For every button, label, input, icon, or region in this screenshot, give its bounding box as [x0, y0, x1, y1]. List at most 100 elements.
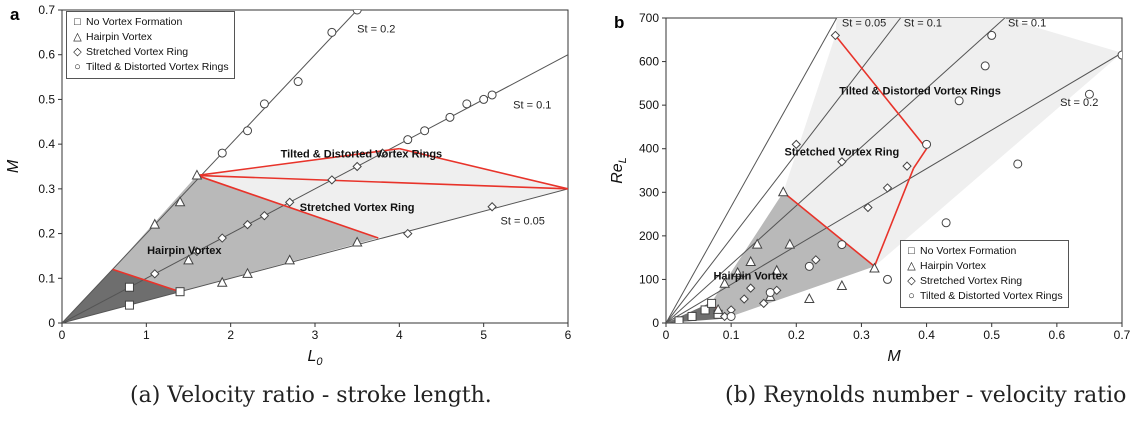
- x-tick-label: 0.3: [853, 328, 870, 342]
- circle-marker: [837, 240, 847, 250]
- legend-a-stretched-label: Stretched Vortex Ring: [86, 46, 189, 58]
- regime-boundary-5: [196, 174, 568, 190]
- region-label-1: Tilted & Distorted Vortex Rings: [281, 149, 443, 161]
- x-tick-label: 1: [143, 328, 150, 342]
- strouhal-line-1: [666, 18, 838, 323]
- triangle-marker: [771, 264, 783, 275]
- legend-b-no-vortex-label: No Vortex Formation: [920, 245, 1017, 257]
- y-tick-label: 0: [652, 316, 659, 330]
- triangle-marker: [803, 292, 815, 304]
- diamond-marker: [352, 161, 362, 172]
- diamond-marker: [242, 219, 253, 230]
- square-marker: [175, 287, 185, 297]
- y-tick-label: 200: [639, 229, 659, 243]
- y-tick-label: 0.5: [38, 92, 55, 106]
- regime-boundary-4: [912, 148, 928, 169]
- strouhal-line-1: [62, 10, 358, 323]
- legend-a-tilted-label: Tilted & Distorted Vortex Rings: [86, 61, 229, 73]
- x-tick-label: 0: [59, 328, 66, 342]
- region-1: [196, 148, 568, 189]
- strouhal-line-4: [666, 52, 1122, 323]
- legend-a-hairpin: △ Hairpin Vortex: [72, 30, 229, 45]
- legend-a-no-vortex-label: No Vortex Formation: [86, 16, 183, 28]
- x-tick-label: 2: [227, 328, 234, 342]
- diamond-marker: [284, 197, 295, 207]
- chart-panel-b: St = 0.05 St = 0.1 St = 0.1 St = 0.2 Tilted …: [580, 0, 1137, 376]
- y-tick-label: 500: [639, 98, 659, 112]
- triangle-marker: [191, 169, 203, 180]
- y-tick-label: 300: [639, 185, 659, 199]
- diamond-marker: [791, 139, 801, 150]
- regime-boundary-2: [782, 191, 875, 267]
- diamond-marker: [759, 298, 769, 309]
- y-tick-label: 0.2: [38, 227, 55, 241]
- square-marker: [687, 311, 697, 321]
- triangle-marker: [284, 254, 296, 265]
- circle-marker: [445, 112, 455, 122]
- x-tick-label: 0.5: [983, 328, 1000, 342]
- square-marker-icon: □: [908, 245, 915, 257]
- x-tick-label: 3: [312, 328, 319, 342]
- diamond-marker: [403, 228, 413, 239]
- circle-marker: [479, 94, 489, 104]
- circle-marker: [941, 218, 951, 228]
- x-axis-label: L0: [307, 348, 323, 368]
- regime-boundary-3: [834, 34, 928, 150]
- diamond-marker: [739, 294, 749, 304]
- circle-marker: [420, 126, 430, 136]
- triangle-marker: [216, 276, 228, 287]
- circle-marker: [352, 10, 362, 15]
- circle-marker: [1117, 50, 1122, 60]
- x-tick-label: 0.4: [918, 328, 935, 342]
- circle-marker: [217, 148, 227, 158]
- triangle-marker: [719, 277, 730, 288]
- circle-marker: [259, 99, 269, 109]
- circle-marker: [462, 99, 472, 109]
- legend-b-tilted: ○ Tilted & Distorted Vortex Rings: [906, 289, 1063, 304]
- diamond-marker: [902, 161, 912, 171]
- legend-b-no-vortex: □ No Vortex Formation: [906, 244, 1063, 259]
- y-tick-label: 700: [639, 11, 659, 25]
- triangle-marker: [712, 303, 724, 314]
- triangle-marker: [777, 186, 789, 197]
- triangle-marker-icon: △: [73, 31, 82, 43]
- x-tick-label: 0: [663, 328, 670, 342]
- triangle-marker: [869, 262, 880, 273]
- diamond-marker: [811, 255, 821, 265]
- legend-b-hairpin: △ Hairpin Vortex: [906, 259, 1063, 274]
- circle-marker: [765, 288, 775, 297]
- circle-marker: [487, 90, 497, 100]
- triangle-marker-icon: △: [907, 260, 916, 272]
- legend-b-tilted-label: Tilted & Distorted Vortex Rings: [920, 290, 1063, 302]
- regime-boundary-3: [196, 147, 400, 177]
- triangle-marker: [751, 238, 763, 249]
- diamond-marker-icon: ◇: [73, 46, 82, 58]
- regime-boundary-1: [112, 268, 181, 293]
- panel-label: a: [10, 5, 20, 24]
- regime-boundary-5: [873, 168, 915, 267]
- circle-marker: [1013, 159, 1023, 169]
- strouhal-label-3: St = 0.05: [501, 216, 545, 228]
- y-axis-label-subscript: L: [617, 157, 629, 163]
- triangle-marker: [784, 238, 796, 249]
- circle-marker: [403, 135, 413, 145]
- diamond-marker: [192, 246, 202, 257]
- legend-a: □ No Vortex Formation △ Hairpin Vortex ◇ St…: [66, 11, 235, 79]
- region-2: [783, 35, 927, 267]
- chart-a-svg: St = 0.2 St = 0.1 St = 0.05 Tilted & Distor…: [5, 3, 572, 368]
- region-2: [196, 175, 568, 239]
- circle-marker: [980, 61, 990, 71]
- legend-a-hairpin-label: Hairpin Vortex: [86, 31, 152, 43]
- region-label-2: Stretched Vortex Ring: [300, 202, 415, 214]
- y-tick-label: 0.3: [38, 182, 55, 196]
- y-axis-label: M: [5, 159, 22, 173]
- chart-b-svg: St = 0.05 St = 0.1 St = 0.1 St = 0.2 Tilted …: [609, 11, 1131, 365]
- x-tick-label: 5: [480, 328, 487, 342]
- x-axis-label-subscript: 0: [316, 356, 323, 368]
- diamond-marker: [837, 157, 847, 167]
- square-marker: [124, 300, 134, 310]
- diamond-marker: [217, 233, 227, 243]
- circle-marker: [327, 27, 337, 37]
- legend-b-hairpin-label: Hairpin Vortex: [920, 260, 986, 272]
- x-tick-label: 0.1: [723, 328, 740, 342]
